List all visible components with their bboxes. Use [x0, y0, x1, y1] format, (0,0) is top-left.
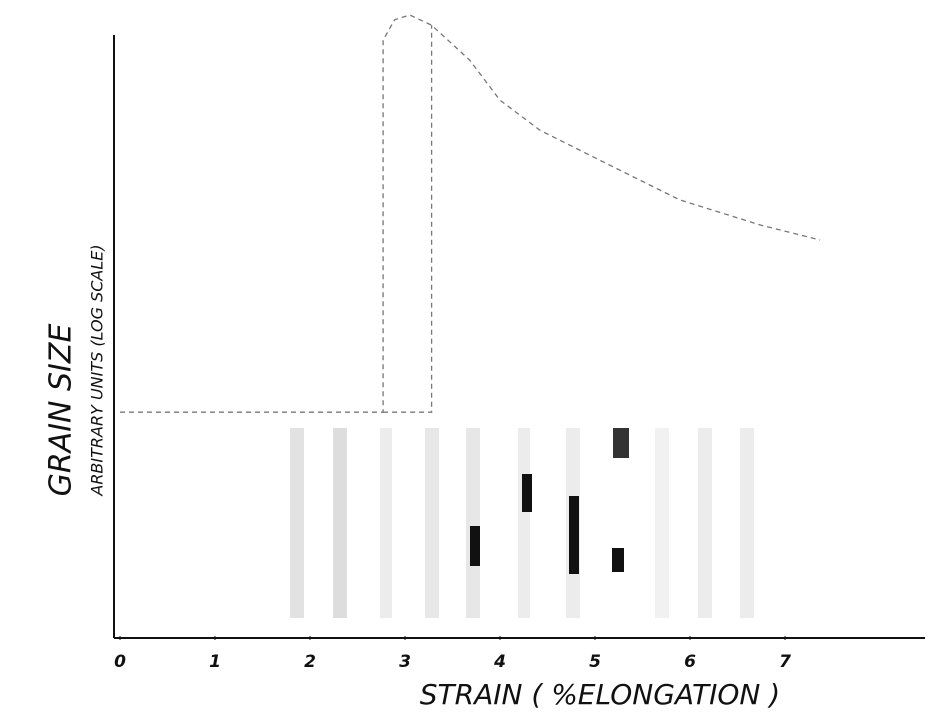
x-tick-label: 2 [304, 652, 316, 672]
grain-size-curve [120, 14, 821, 413]
y-axis-sublabel: ARBITRARY UNITS (LOG SCALE) [88, 244, 107, 496]
specimen-strips [290, 428, 754, 618]
y-axis-label: GRAIN SIZE [44, 324, 79, 497]
x-tick-label: 7 [779, 652, 791, 672]
grain-size-curve [383, 25, 433, 413]
x-tick-label: 3 [399, 652, 411, 672]
x-axis-label: STRAIN ( %ELONGATION ) [420, 678, 780, 711]
x-tick-label: 1 [209, 652, 221, 672]
x-tick-label: 4 [493, 652, 506, 672]
x-tick-label: 6 [684, 652, 696, 672]
x-tick-label: 0 [114, 652, 126, 672]
x-tick-label: 5 [589, 652, 601, 672]
